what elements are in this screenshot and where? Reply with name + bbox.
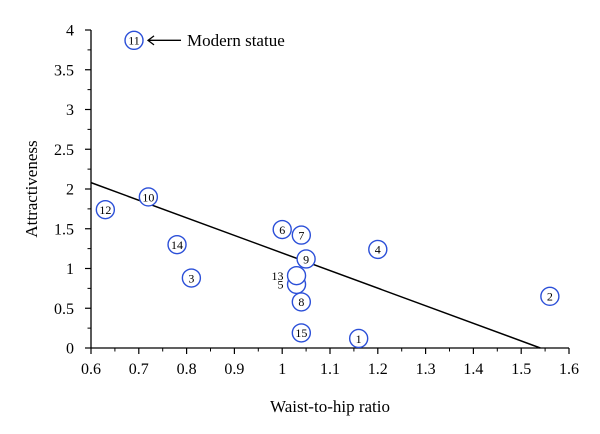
x-tick-label: 1.4: [463, 361, 483, 378]
data-point-label: 12: [99, 203, 111, 217]
y-tick-label: 2.5: [54, 142, 74, 159]
data-point-side-label: 13: [272, 269, 284, 283]
data-point-label: 2: [547, 290, 553, 304]
data-point: 6: [272, 219, 292, 240]
data-point-label: 15: [295, 326, 307, 340]
data-point-label: 10: [142, 190, 154, 204]
data-point-marker: [291, 323, 312, 343]
y-tick-label: 3: [66, 102, 74, 119]
x-tick-label: 0.9: [224, 361, 244, 378]
annotation-text: Modern statue: [187, 31, 285, 50]
data-point-label: 8: [298, 295, 304, 309]
data-point-label: 6: [279, 223, 285, 237]
x-tick-label: 1.6: [559, 361, 579, 378]
data-point-marker: [272, 219, 292, 240]
data-point: 11: [124, 30, 144, 51]
x-tick-label: 0.7: [129, 361, 149, 378]
y-tick-label: 3.5: [54, 62, 74, 79]
data-point: 1: [348, 328, 369, 349]
data-point-marker: [138, 187, 159, 207]
y-tick-label: 0.5: [54, 301, 74, 318]
x-tick-label: 0.8: [177, 361, 197, 378]
data-point-marker: [296, 249, 316, 269]
axes: [90, 30, 569, 349]
data-point: 9: [296, 249, 316, 269]
data-point-marker: [95, 199, 116, 220]
data-point-label: 14: [171, 238, 183, 252]
data-point: 10: [138, 187, 159, 207]
x-tick-label: 1.5: [511, 361, 531, 378]
data-point-marker: [286, 265, 307, 286]
data-point-marker: [540, 286, 560, 307]
y-tick-label: 0: [66, 341, 74, 358]
annotation-group: Modern statue: [146, 31, 285, 50]
data-point: 13: [272, 265, 307, 286]
data-point-label: 1: [356, 332, 362, 346]
data-point-marker: [291, 225, 312, 245]
data-point: 15: [291, 323, 312, 343]
annotation-arrow-head: [146, 35, 155, 46]
x-tick-label: 1.3: [416, 361, 436, 378]
ticks: 0.6 0.7 0.8 0.9 1 1.1 1.2 1.3 1.4 1.5 1.6 0 0.5 1 1.5 2…: [54, 23, 579, 379]
y-tick-label: 4: [66, 23, 74, 40]
y-tick-label: 1.5: [54, 221, 74, 238]
x-tick-label: 1.1: [320, 361, 340, 378]
data-point-side-label: 5: [278, 278, 284, 292]
x-tick-label: 0.6: [81, 361, 101, 378]
trend-line-group: [90, 181, 541, 349]
data-point: 8: [291, 292, 312, 312]
x-tick-label: 1.2: [368, 361, 388, 378]
data-point: 14: [167, 234, 187, 255]
data-point-label: 7: [298, 228, 304, 242]
y-tick-label: 1: [66, 261, 74, 278]
data-point-marker: [167, 234, 187, 255]
data-point-label: 9: [303, 252, 309, 266]
x-tick-label: 1: [278, 361, 286, 378]
data-point-marker: [291, 292, 312, 312]
data-point-marker: [348, 328, 369, 349]
data-point: 7: [291, 225, 312, 245]
data-point-marker: [181, 268, 202, 288]
y-axis-title: Attractiveness: [22, 140, 41, 237]
data-point-label: 11: [128, 34, 140, 48]
y-tick-label: 2: [66, 182, 74, 199]
data-point-label: 3: [188, 271, 194, 285]
data-point-label: 4: [375, 243, 381, 257]
data-point: 2: [540, 286, 560, 307]
x-axis-title: Waist-to-hip ratio: [270, 397, 390, 416]
data-point-marker: [124, 30, 144, 51]
data-point: 3: [181, 268, 202, 288]
data-point: 4: [368, 239, 388, 260]
data-point-marker: [368, 239, 388, 260]
trend-line: [90, 181, 541, 349]
data-point: 12: [95, 199, 116, 220]
